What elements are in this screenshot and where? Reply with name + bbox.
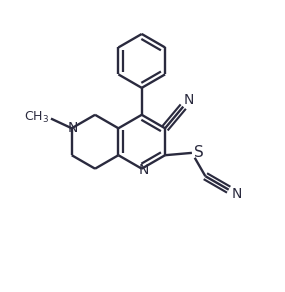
Text: N: N — [68, 121, 78, 135]
Text: CH$_3$: CH$_3$ — [24, 110, 49, 125]
Text: N: N — [138, 163, 148, 177]
Text: N: N — [231, 187, 242, 201]
Text: S: S — [194, 145, 204, 160]
Text: N: N — [184, 93, 194, 107]
